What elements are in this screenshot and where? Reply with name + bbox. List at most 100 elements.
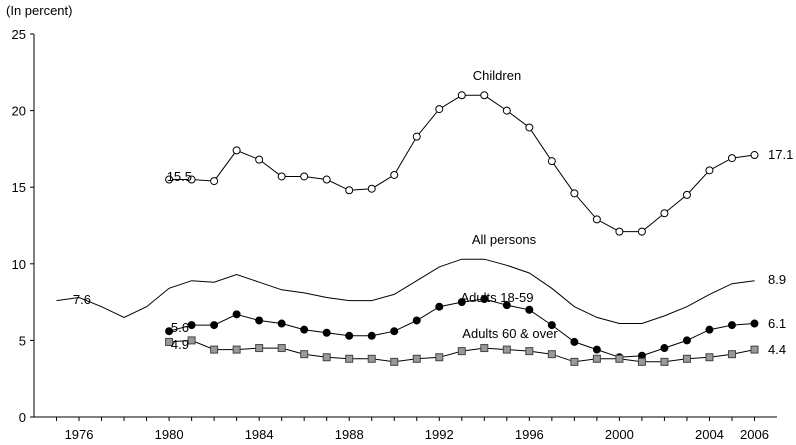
point-adults-18-59 — [727, 321, 736, 330]
point-adults-18-59 — [682, 336, 691, 345]
point-adults-18-59 — [750, 319, 759, 328]
point-children — [435, 105, 444, 114]
point-adults-18-59 — [525, 305, 534, 314]
x-tick-label: 2004 — [695, 427, 724, 442]
y-tick-label: 10 — [12, 257, 26, 272]
point-adults-60-over — [727, 350, 736, 359]
point-adults-60-over — [435, 353, 444, 362]
x-tick-label: 1992 — [425, 427, 454, 442]
point-adults-60-over — [457, 347, 466, 356]
adults-60-over-start-label: 4.9 — [171, 337, 189, 352]
point-children — [367, 184, 376, 193]
y-tick-label: 20 — [12, 104, 26, 119]
point-adults-60-over — [367, 354, 376, 363]
point-children — [637, 227, 646, 236]
point-adults-60-over — [480, 344, 489, 353]
series-line-all-persons — [56, 258, 755, 324]
axes: 0 5 10 15 20 25 1976 1980 1984 1988 1992 1996 2000 20… — [12, 27, 777, 442]
point-adults-60-over — [660, 357, 669, 366]
point-children — [210, 177, 219, 186]
point-adults-60-over — [255, 344, 264, 353]
point-adults-18-59 — [345, 331, 354, 340]
point-adults-60-over — [570, 357, 579, 366]
adults-18-59-start-label: 5.6 — [171, 320, 189, 335]
point-children — [547, 157, 556, 166]
point-children — [457, 91, 466, 100]
point-children — [390, 170, 399, 179]
point-children — [232, 146, 241, 155]
series-name-adults-60-over: Adults 60 & over — [462, 326, 558, 341]
point-adults-18-59 — [705, 325, 714, 334]
point-adults-60-over — [592, 354, 601, 363]
point-adults-18-59 — [210, 321, 219, 330]
point-adults-60-over — [277, 344, 286, 353]
x-tick-label: 1980 — [155, 427, 184, 442]
point-adults-18-59 — [390, 327, 399, 336]
point-adults-18-59 — [412, 316, 421, 325]
point-adults-60-over — [300, 350, 309, 359]
point-adults-60-over — [547, 350, 556, 359]
y-tick-label: 15 — [12, 180, 26, 195]
point-children — [187, 175, 196, 184]
x-tick-label: 1988 — [335, 427, 364, 442]
point-children — [502, 106, 511, 115]
point-children — [682, 190, 691, 199]
point-adults-18-59 — [187, 321, 196, 330]
point-children — [300, 172, 309, 181]
point-adults-18-59 — [367, 331, 376, 340]
point-adults-60-over — [750, 345, 759, 354]
point-adults-18-59 — [300, 325, 309, 334]
point-adults-60-over — [165, 337, 174, 346]
point-children — [255, 155, 264, 164]
point-children — [660, 209, 669, 218]
all-persons-start-label: 7.6 — [73, 292, 91, 307]
series-name-all-persons: All persons — [472, 232, 537, 247]
x-tick-label: 2000 — [605, 427, 634, 442]
x-tick-label: 1976 — [65, 427, 94, 442]
point-adults-60-over — [210, 345, 219, 354]
point-adults-60-over — [322, 353, 331, 362]
point-adults-18-59 — [547, 321, 556, 330]
y-tick-label: 5 — [19, 333, 26, 348]
point-adults-60-over — [232, 345, 241, 354]
point-children — [592, 215, 601, 224]
adults-18-59-end-label: 6.1 — [768, 316, 786, 331]
point-children — [727, 154, 736, 163]
y-tick-label: 0 — [19, 410, 26, 425]
point-adults-18-59 — [232, 310, 241, 319]
point-adults-60-over — [705, 353, 714, 362]
children-end-label: 17.1 — [768, 147, 793, 162]
point-adults-18-59 — [165, 327, 174, 336]
point-adults-60-over — [637, 357, 646, 366]
point-adults-18-59 — [502, 301, 511, 310]
point-children — [570, 189, 579, 198]
point-children — [345, 186, 354, 195]
point-children — [412, 132, 421, 141]
x-tick-label: 1996 — [515, 427, 544, 442]
series-name-children: Children — [473, 68, 521, 83]
point-adults-60-over — [187, 336, 196, 345]
point-adults-18-59 — [435, 302, 444, 311]
point-adults-60-over — [345, 354, 354, 363]
point-children — [615, 227, 624, 236]
point-adults-60-over — [682, 354, 691, 363]
adults-60-over-end-label: 4.4 — [768, 342, 786, 357]
point-adults-18-59 — [592, 345, 601, 354]
point-adults-60-over — [390, 357, 399, 366]
y-tick-label: 25 — [12, 27, 26, 42]
point-adults-18-59 — [570, 337, 579, 346]
point-children — [277, 172, 286, 181]
point-adults-18-59 — [660, 344, 669, 353]
point-adults-18-59 — [255, 316, 264, 325]
point-adults-18-59 — [277, 319, 286, 328]
series-name-adults-18-59: Adults 18-59 — [461, 290, 534, 305]
y-unit-label: (In percent) — [6, 3, 72, 18]
point-adults-60-over — [412, 354, 421, 363]
all-persons-end-label: 8.9 — [768, 272, 786, 287]
point-children — [525, 123, 534, 132]
children-start-label: 15.5 — [167, 169, 192, 184]
point-children — [705, 166, 714, 175]
point-adults-60-over — [502, 345, 511, 354]
series-layer — [56, 91, 759, 366]
